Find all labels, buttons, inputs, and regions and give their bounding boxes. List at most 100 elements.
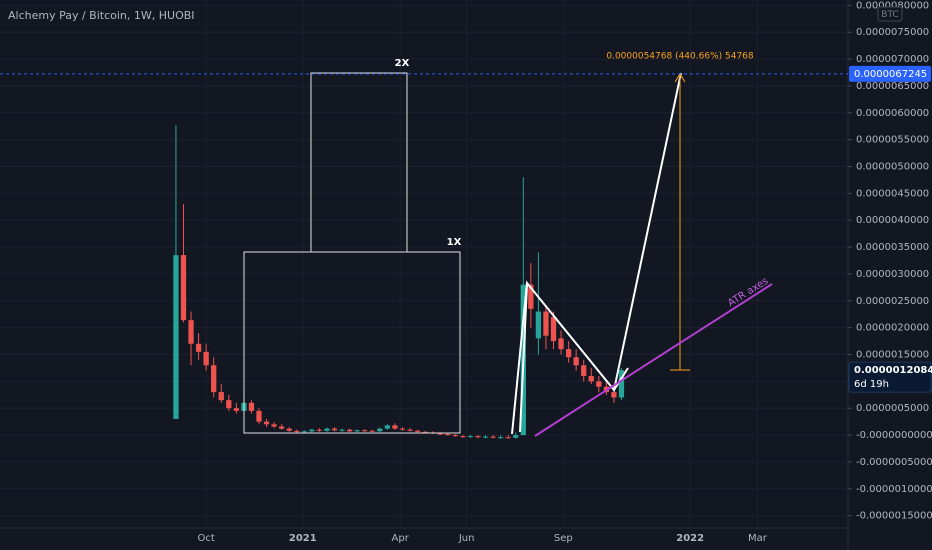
trendline — [534, 283, 773, 437]
chart-title: Alchemy Pay / Bitcoin, 1W, HUOBI — [8, 9, 195, 22]
currency-box — [877, 6, 903, 22]
candle-body — [286, 428, 292, 431]
x-tick-label: Apr — [392, 533, 410, 544]
candle-body — [256, 410, 262, 422]
candle-body — [596, 381, 602, 387]
candle-body — [543, 311, 549, 336]
candle-body — [422, 431, 428, 433]
box-2x — [310, 72, 408, 253]
x-tick-label: 2022 — [676, 533, 704, 544]
x-tick-label: Jun — [458, 533, 475, 544]
axes: 0.0000080000 0.0000075000 0.0000070000 0.00… — [197, 0, 932, 544]
candle-body — [195, 343, 202, 352]
candle-body — [490, 436, 496, 438]
candle-body — [392, 425, 398, 429]
y-tick-label: -0.0000010000 — [856, 484, 932, 495]
zigzag-leg — [613, 367, 629, 391]
y-tick-label: -0.0000005000 — [856, 457, 932, 468]
candle-body — [279, 426, 285, 429]
last-price-box — [848, 361, 932, 393]
candle-body — [271, 424, 277, 427]
candle-body — [445, 434, 451, 436]
candle-body — [233, 408, 239, 411]
x-tick-label: Mar — [748, 533, 768, 544]
zigzag-leg — [519, 284, 528, 433]
candle-body — [180, 255, 187, 321]
candle-body — [218, 392, 224, 401]
candle-body — [573, 357, 579, 366]
box-label: 1X — [447, 237, 462, 248]
candle-body — [203, 351, 209, 366]
candle-body — [301, 431, 307, 433]
y-tick-label: 0.0000035000 — [856, 242, 929, 253]
zigzag — [511, 72, 682, 435]
candle-body — [407, 429, 413, 431]
candle-body — [535, 311, 542, 339]
candle-body — [588, 375, 594, 382]
candle-body — [475, 436, 481, 438]
candle-body — [226, 400, 232, 409]
candle-body — [565, 349, 572, 358]
candle-body — [498, 437, 504, 439]
countdown-label: 6d 19h — [854, 379, 889, 390]
trendline-label: ATR axes — [726, 276, 770, 309]
candle-body — [369, 430, 375, 432]
candle-body — [460, 436, 466, 438]
candle-body — [505, 437, 511, 439]
x-tick-label: Oct — [197, 533, 214, 544]
candle-body — [346, 429, 353, 432]
candle-body — [611, 392, 617, 398]
candle-body — [354, 430, 360, 432]
candle-body — [414, 430, 421, 432]
y-tick-label: 0.0000040000 — [856, 215, 929, 226]
candle-body — [482, 436, 489, 438]
candle-body — [618, 370, 625, 398]
last-price-label: 0.0000012084 — [854, 365, 932, 376]
y-tick-label: 0.0000015000 — [856, 350, 929, 361]
candle-body — [248, 402, 255, 411]
price-line-box — [849, 65, 931, 82]
candle-body — [377, 428, 383, 432]
candle-body — [399, 428, 406, 430]
candles — [173, 125, 625, 439]
y-tick-label: 0.0000070000 — [856, 54, 929, 65]
candle-body — [467, 436, 474, 438]
candle-body — [173, 255, 179, 419]
candle-body — [309, 429, 315, 432]
candle-body — [452, 435, 458, 437]
y-tick-label: -0.0000015000 — [856, 511, 932, 522]
x-tick-label: Sep — [554, 533, 573, 544]
y-tick-label: 0.0000065000 — [856, 81, 929, 92]
grid — [0, 0, 848, 528]
y-tick-label: 0.0000020000 — [856, 323, 929, 334]
candle-body — [362, 430, 368, 432]
candle-body — [550, 316, 557, 342]
candle-body — [324, 428, 330, 431]
y-tick-label: 0.0000075000 — [856, 27, 929, 38]
y-tick-label: 0.0000030000 — [856, 269, 929, 280]
candle-body — [513, 435, 519, 438]
y-tick-label: 0.0000050000 — [856, 162, 929, 173]
y-tick-label: -0.0000000000 — [856, 430, 932, 441]
candle-body — [316, 429, 323, 431]
candle-body — [263, 421, 270, 425]
x-tick-label: 2021 — [289, 533, 317, 544]
candle-body — [581, 365, 587, 376]
y-tick-label: 0.0000080000 — [856, 0, 929, 11]
currency-label: BTC — [881, 10, 898, 20]
price-line-label: 0.0000067245 — [854, 69, 927, 80]
y-axis-panel — [848, 0, 932, 550]
candle-body — [188, 320, 194, 344]
y-tick-label: 0.0000005000 — [856, 403, 929, 414]
y-tick-label: 0.0000060000 — [856, 108, 929, 119]
y-tick-label: 0.0000055000 — [856, 135, 929, 146]
candle-body — [384, 425, 391, 429]
candle-body — [339, 429, 345, 431]
drawings: 2X 1X 0.0000054768 (440.66%) 54768 ATR a… — [243, 52, 773, 437]
candle-body — [294, 430, 300, 432]
candle-body — [331, 428, 338, 431]
measure-label: 0.0000054768 (440.66%) 54768 — [606, 52, 754, 62]
candle-body — [558, 338, 564, 350]
